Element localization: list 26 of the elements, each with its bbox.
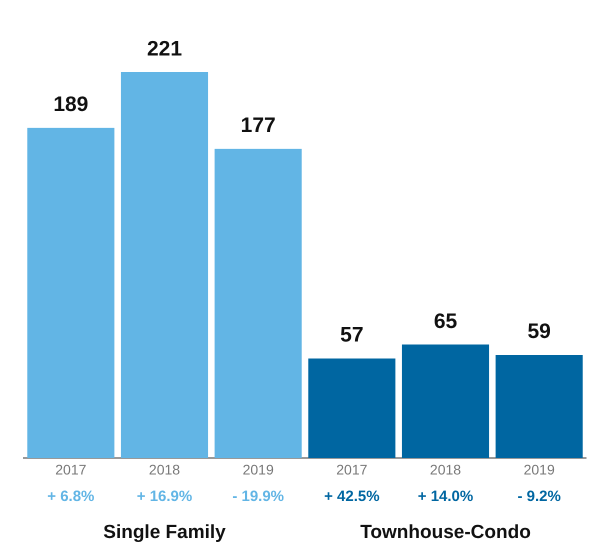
bar xyxy=(120,72,208,458)
data-label: 177 xyxy=(240,114,276,138)
data-label: 59 xyxy=(527,320,551,344)
x-tick-label: 2019 xyxy=(242,461,274,478)
text: + 16.9% xyxy=(136,488,192,506)
x-tick-label: 2017 xyxy=(55,461,87,478)
text: - 9.2% xyxy=(517,488,561,506)
x-tick-label: 2018 xyxy=(430,461,462,478)
text: Single Family xyxy=(103,522,226,544)
bar xyxy=(214,148,302,458)
bar xyxy=(308,358,396,458)
x-tick-label: 2018 xyxy=(148,461,180,478)
bar xyxy=(496,354,583,458)
bar xyxy=(402,344,490,458)
text: + 6.8% xyxy=(47,488,94,506)
text: + 42.5% xyxy=(324,488,380,506)
data-label: 65 xyxy=(434,310,458,333)
text: - 19.9% xyxy=(232,488,284,506)
data-label: 57 xyxy=(340,324,364,347)
data-label: 221 xyxy=(146,37,182,60)
x-tick-label: 2019 xyxy=(524,461,555,478)
text: + 14.0% xyxy=(418,488,474,506)
x-tick-label: 2017 xyxy=(336,461,368,478)
bar xyxy=(27,128,114,458)
text: Townhouse-Condo xyxy=(360,522,531,544)
data-label: 189 xyxy=(53,93,88,116)
